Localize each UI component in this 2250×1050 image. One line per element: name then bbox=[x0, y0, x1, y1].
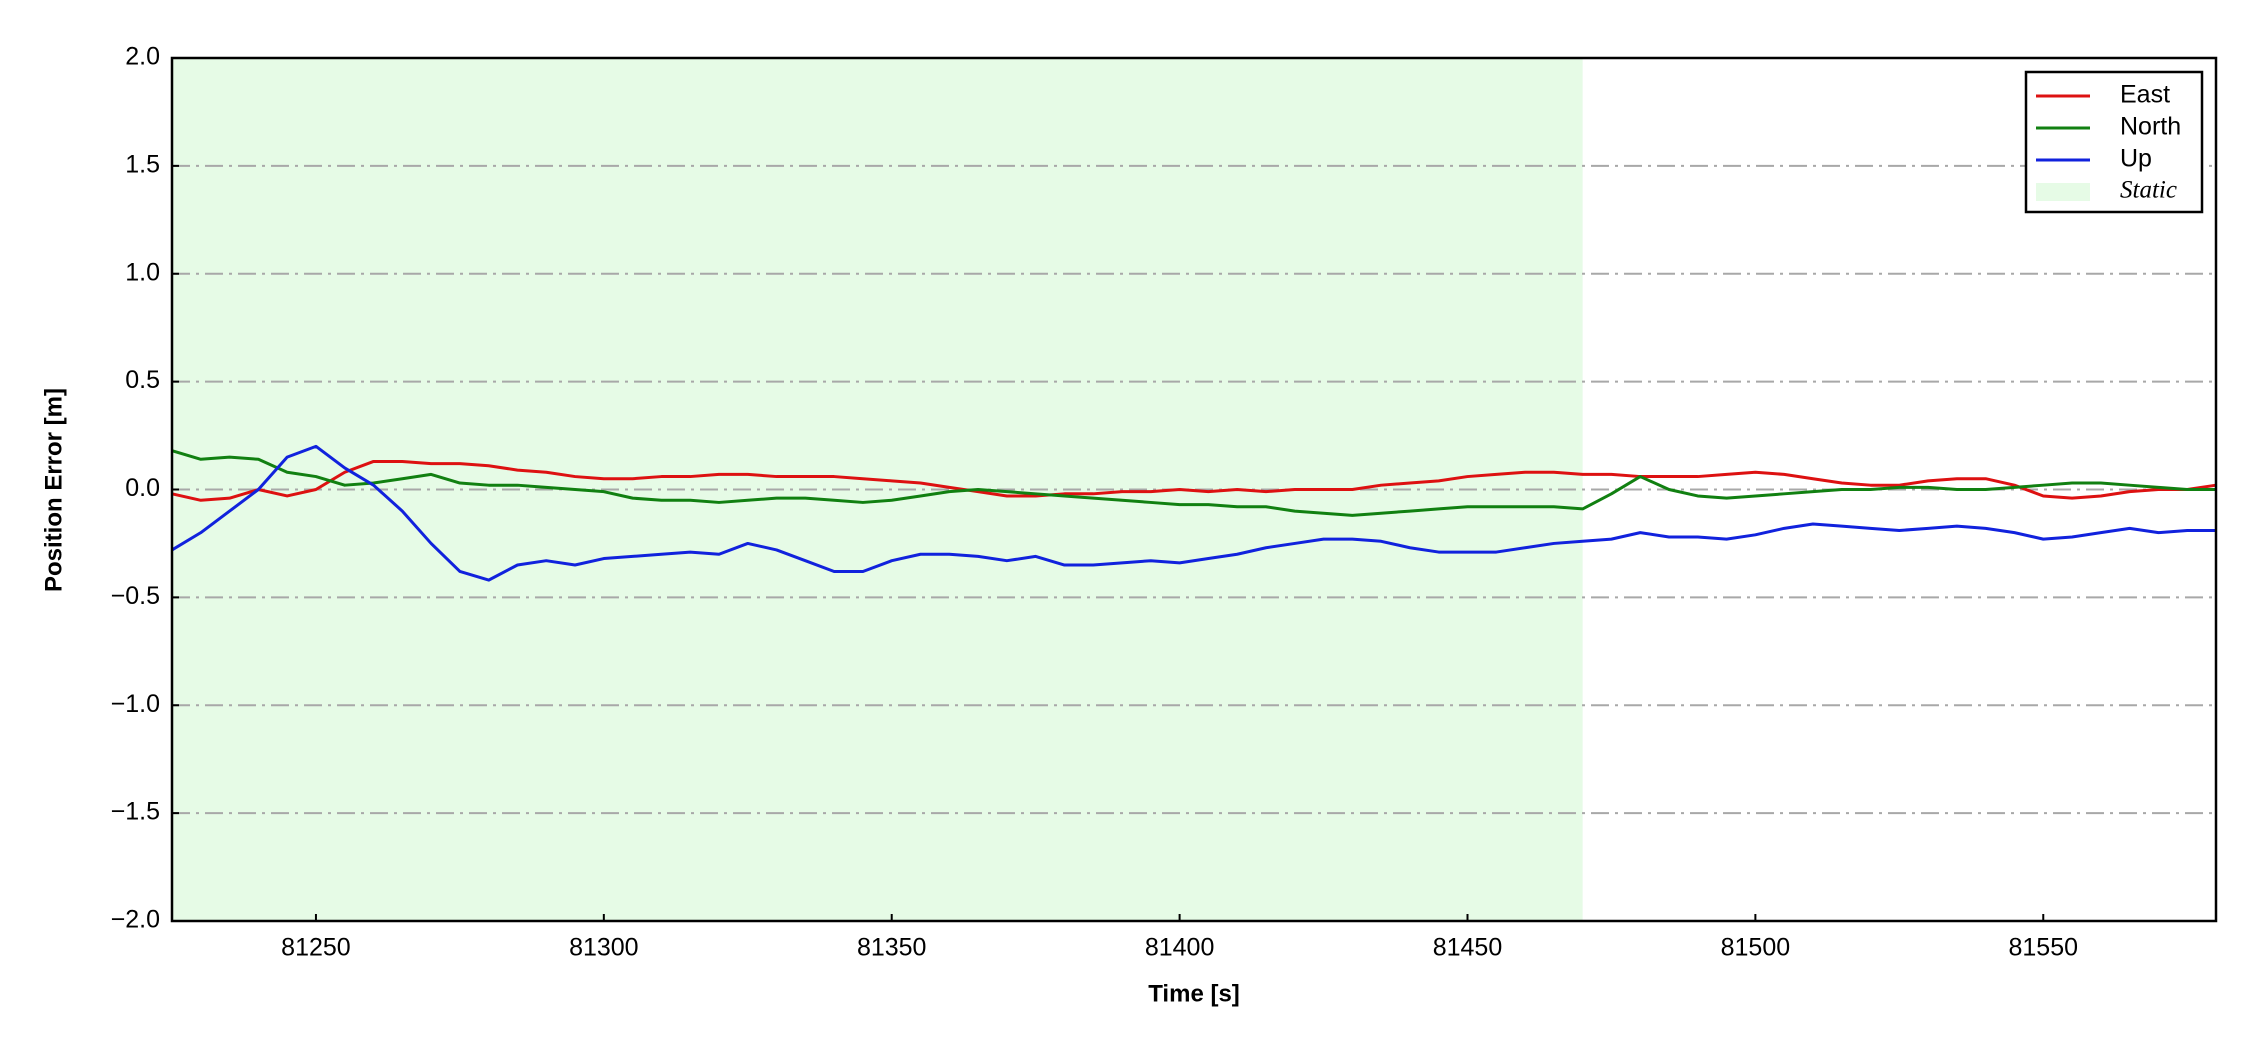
y-tick-label: −2.0 bbox=[111, 906, 160, 934]
legend-label: North bbox=[2120, 113, 2181, 141]
series-line bbox=[171, 449, 2216, 517]
x-tick-label: 81250 bbox=[281, 934, 351, 962]
y-axis-title: Position Error [m] bbox=[40, 388, 67, 592]
x-tick-label: 81300 bbox=[569, 934, 639, 962]
x-tick-label: 81500 bbox=[1721, 934, 1791, 962]
y-tick-label: 0.0 bbox=[125, 474, 160, 502]
y-tick-label: −1.0 bbox=[111, 690, 160, 718]
legend-label: Static bbox=[2120, 177, 2177, 204]
x-tick-label: 81400 bbox=[1145, 934, 1215, 962]
legend-label: East bbox=[2120, 81, 2170, 109]
x-tick-label: 81550 bbox=[2009, 934, 2079, 962]
x-tick-label: 81450 bbox=[1433, 934, 1503, 962]
plot-frame bbox=[170, 56, 2218, 923]
legend-label: Up bbox=[2120, 145, 2152, 173]
x-axis-title: Time [s] bbox=[1148, 980, 1240, 1007]
series-line bbox=[171, 459, 2217, 502]
y-tick-label: 0.5 bbox=[125, 366, 160, 394]
x-tick-label: 81350 bbox=[857, 934, 927, 962]
legend-swatch bbox=[2036, 183, 2090, 201]
y-tick-label: 2.0 bbox=[125, 43, 160, 71]
y-tick-label: 1.5 bbox=[125, 150, 160, 178]
y-tick-label: −0.5 bbox=[111, 582, 160, 610]
y-tick-label: −1.5 bbox=[111, 798, 160, 826]
y-tick-label: 1.0 bbox=[125, 258, 160, 286]
series-line bbox=[171, 444, 2216, 582]
